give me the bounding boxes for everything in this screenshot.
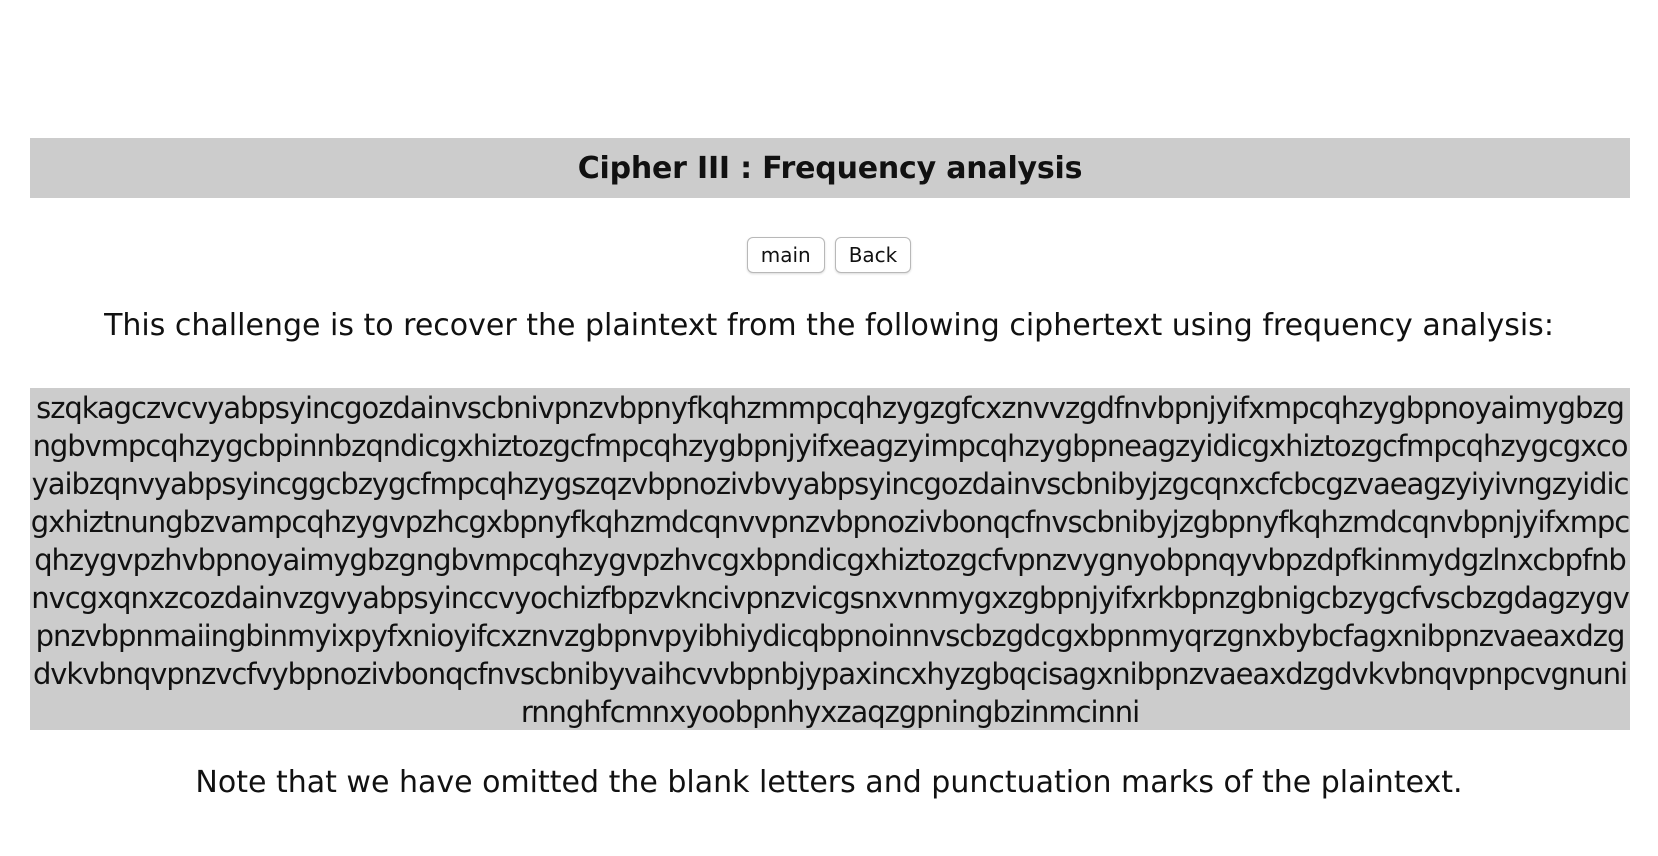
title-bar: Cipher III : Frequency analysis bbox=[30, 138, 1630, 198]
main-button[interactable]: main bbox=[746, 237, 825, 273]
page-title: Cipher III : Frequency analysis bbox=[577, 150, 1083, 186]
challenge-description: This challenge is to recover the plainte… bbox=[104, 308, 1554, 343]
back-button[interactable]: Back bbox=[834, 237, 912, 273]
nav-buttons: main Back bbox=[0, 237, 1658, 273]
note-text: Note that we have omitted the blank lett… bbox=[195, 765, 1463, 800]
ciphertext-block: szqkagczvcvyabpsyincgozdainvscbnivpnzvbp… bbox=[30, 388, 1630, 730]
